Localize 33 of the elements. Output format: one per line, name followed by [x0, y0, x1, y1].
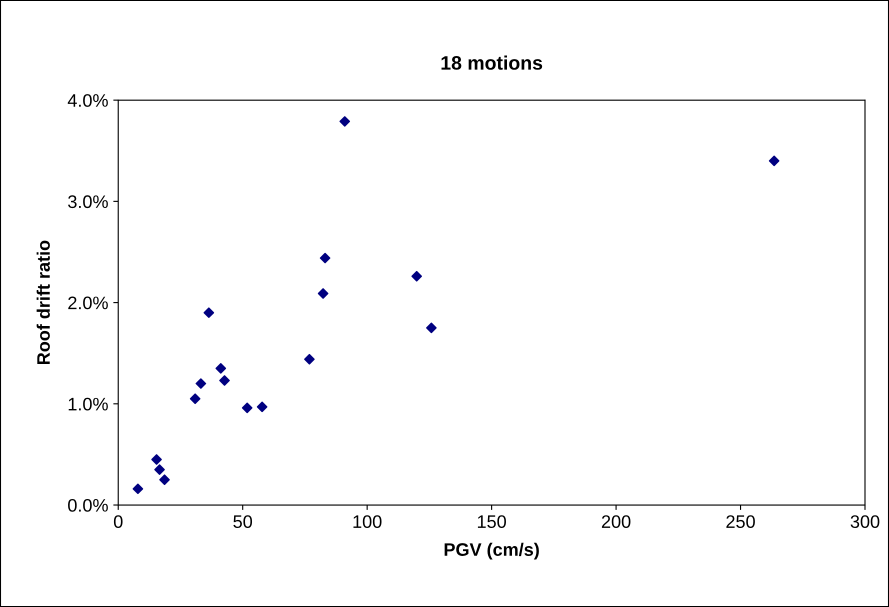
x-axis-title: PGV (cm/s)	[444, 542, 539, 560]
point	[304, 354, 315, 365]
x-tick-label: 0	[114, 515, 123, 528]
point	[219, 375, 230, 386]
point	[154, 464, 165, 475]
point	[215, 363, 226, 374]
point	[256, 402, 268, 412]
point	[318, 288, 328, 299]
x-tick-label: 100	[353, 515, 382, 528]
point	[159, 474, 170, 486]
y-tick-label: 0.0%	[68, 498, 108, 512]
y-tick-label: 3.0%	[68, 195, 108, 208]
y-axis-title: Roof drift ratio	[36, 240, 50, 364]
point	[411, 270, 422, 282]
y-tick-label: 2.0%	[68, 296, 108, 310]
x-tick-label: 300	[850, 515, 880, 528]
y-tick-label: 4.0%	[68, 94, 108, 107]
x-tick-label: 250	[726, 515, 755, 528]
point	[190, 393, 200, 404]
point	[426, 322, 437, 334]
chart-title: 18 motions	[442, 56, 542, 70]
point	[339, 116, 350, 127]
point	[196, 378, 206, 389]
point	[242, 402, 252, 414]
point	[151, 454, 162, 465]
x-tick-label: 150	[478, 515, 506, 528]
point	[320, 252, 330, 264]
point	[132, 484, 144, 494]
y-tick-label: 1.0%	[68, 398, 108, 411]
point	[768, 156, 780, 166]
point	[204, 307, 214, 318]
x-tick-label: 50	[233, 515, 252, 528]
x-tick-label: 200	[602, 515, 630, 528]
